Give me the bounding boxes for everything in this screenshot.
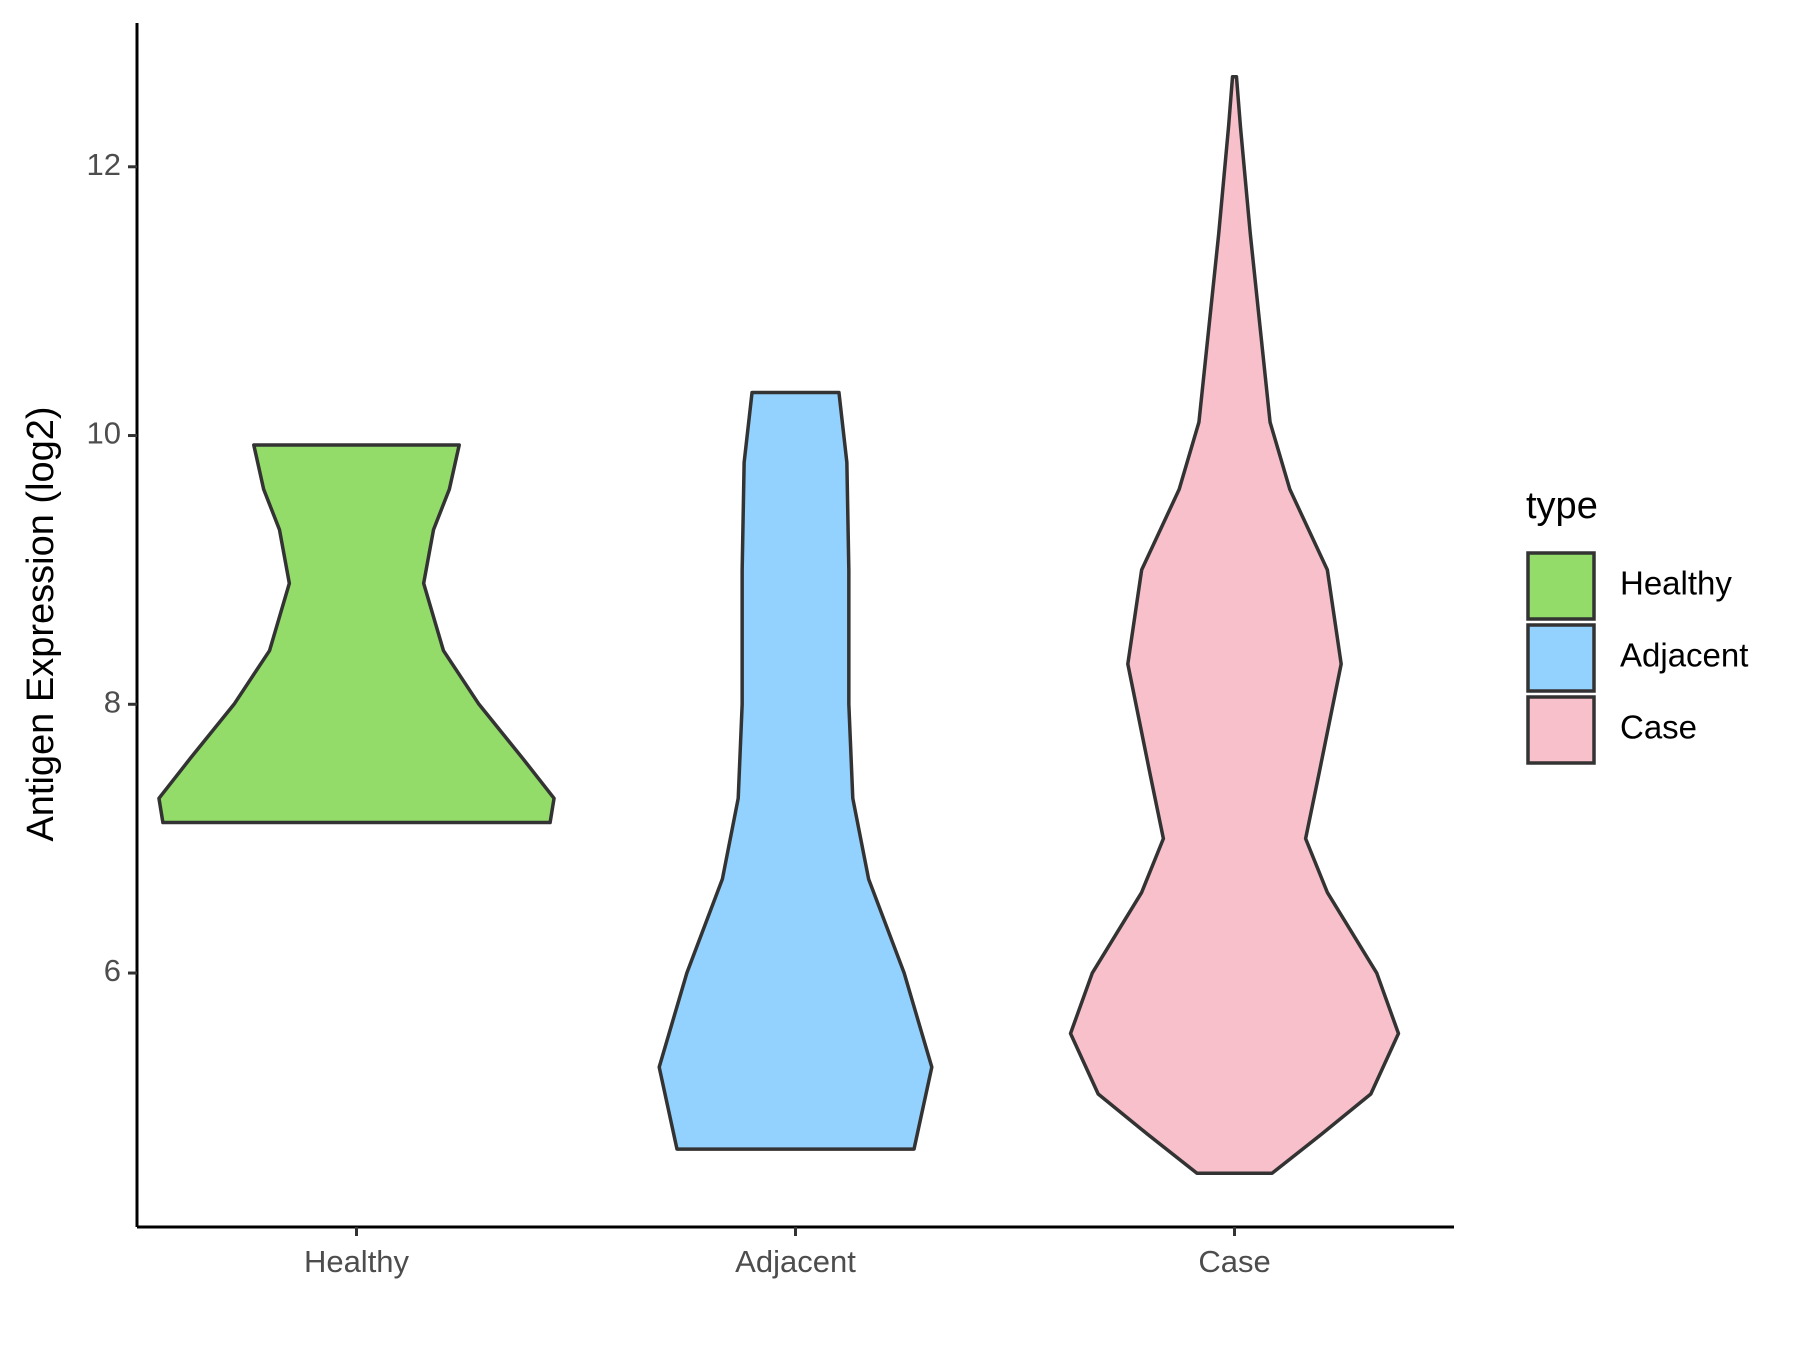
- legend-key: [1526, 551, 1596, 621]
- x-tick-label: Case: [1198, 1244, 1270, 1279]
- violin: [657, 390, 934, 1151]
- y-axis-title: Antigen Expression (log2): [20, 406, 62, 841]
- legend-title: type: [1526, 485, 1598, 527]
- violin: [157, 443, 556, 825]
- y-tick-label: 8: [104, 684, 121, 719]
- y-tick-label: 6: [104, 953, 121, 988]
- violin: [1068, 75, 1401, 1175]
- legend-key: [1526, 695, 1596, 765]
- x-tick-label: Adjacent: [735, 1244, 856, 1279]
- legend-label: Case: [1620, 709, 1697, 746]
- y-tick-label: 10: [87, 416, 121, 451]
- x-tick-label: Healthy: [304, 1244, 410, 1279]
- y-tick-label: 12: [87, 147, 121, 182]
- legend-label: Healthy: [1620, 565, 1732, 602]
- legend-label: Adjacent: [1620, 637, 1748, 674]
- legend-key: [1526, 623, 1596, 693]
